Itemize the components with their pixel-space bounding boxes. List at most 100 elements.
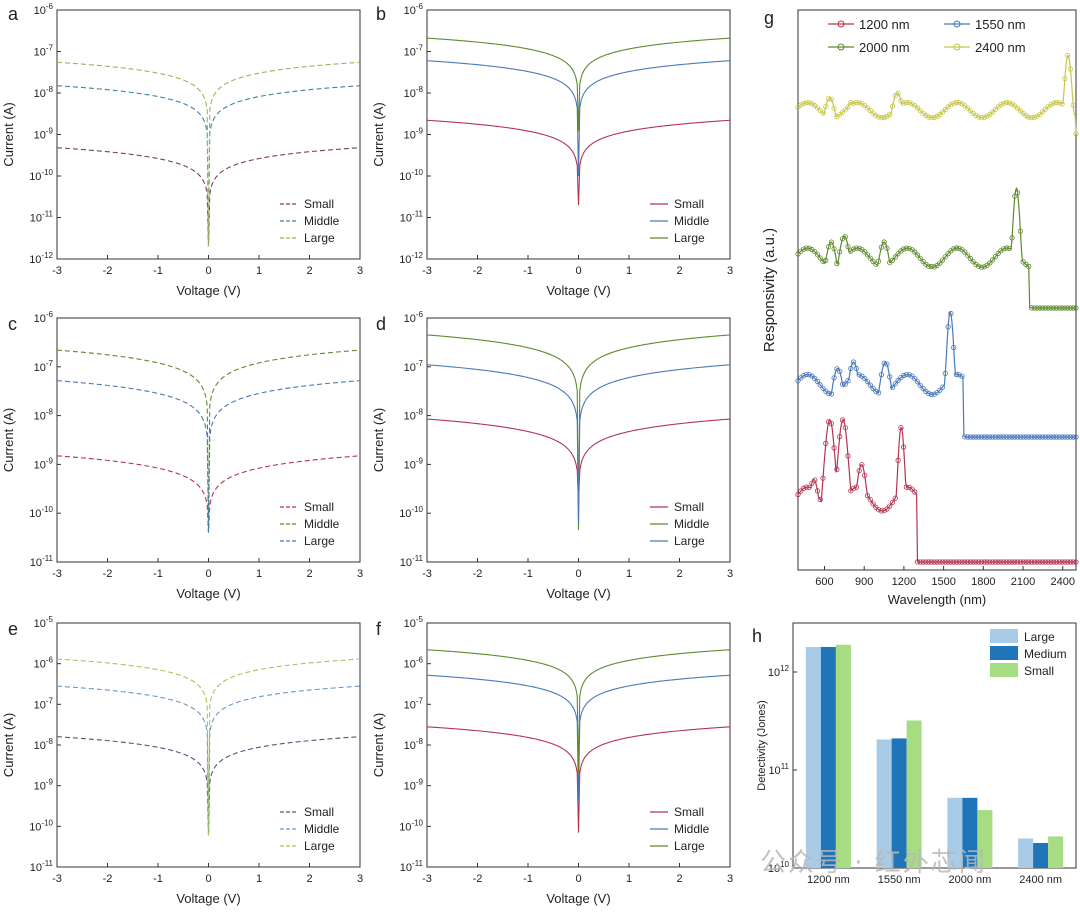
- x-tick-label: -2: [473, 265, 483, 277]
- curve-marker: [1042, 559, 1049, 565]
- curve-1200-nm: [797, 418, 1076, 563]
- x-tick-label: -3: [422, 265, 432, 277]
- x-tick-label: 0: [575, 873, 581, 885]
- curve-marker: [892, 495, 898, 501]
- curve-marker: [1059, 559, 1065, 565]
- legend-label: Large: [304, 231, 335, 245]
- x-tick-label: -3: [52, 873, 62, 885]
- curve-marker: [937, 387, 943, 393]
- curve-marker: [959, 373, 965, 379]
- curve-marker: [934, 559, 940, 565]
- curve-marker: [817, 107, 823, 114]
- curve-marker: [928, 559, 935, 565]
- curve-marker: [978, 559, 985, 565]
- curve-marker: [1067, 434, 1074, 440]
- legend-label: Medium: [1024, 647, 1067, 661]
- curve-marker: [1014, 434, 1021, 440]
- legend-label: Middle: [674, 822, 710, 836]
- curve-marker: [1051, 100, 1057, 106]
- curve-marker: [973, 434, 979, 440]
- y-tick-label: 10-9: [34, 456, 54, 471]
- curve-marker: [1045, 559, 1051, 565]
- legend-label: Large: [304, 534, 335, 548]
- curve-marker: [942, 106, 948, 113]
- curve-marker: [842, 425, 848, 431]
- curve-marker: [917, 255, 923, 261]
- curve-marker: [842, 234, 848, 240]
- x-tick-label: 0: [205, 568, 211, 580]
- watermark-text: 公众号 · 红外芯闻: [760, 848, 987, 878]
- curve-marker: [1053, 434, 1060, 440]
- x-axis-label: Voltage (V): [546, 891, 610, 906]
- panel-b: b -3 -2 -1 0 1 2 3 10-12 10-11 10-10 10-9 10-8 10-7 10…: [371, 2, 733, 298]
- panel-letter-b: b: [376, 4, 386, 24]
- curve-marker: [812, 477, 818, 483]
- curve-marker: [1070, 434, 1076, 440]
- curve-marker: [998, 102, 1004, 108]
- curve-marker: [842, 107, 848, 113]
- legend-label: Large: [674, 231, 705, 245]
- panel-letter-c: c: [8, 314, 17, 334]
- curve-marker: [803, 371, 809, 378]
- curve-marker: [1053, 559, 1060, 565]
- curve-marker: [831, 105, 837, 111]
- curve-marker: [853, 484, 860, 490]
- y-tick-label: 10-10: [29, 505, 53, 520]
- curve-marker: [984, 559, 990, 565]
- curve-marker: [1026, 434, 1032, 440]
- curve-marker: [1040, 559, 1046, 565]
- curve-marker: [1017, 434, 1024, 440]
- panel-d: d -3 -2 -1 0 1 2 3 10-11 10-10 10-9 10-8 10-7 10-6 Vol…: [371, 310, 733, 601]
- curve-marker: [856, 468, 862, 474]
- x-tick-label: 1: [256, 568, 262, 580]
- curve-marker: [981, 264, 987, 270]
- bar-large: [805, 646, 821, 868]
- curve-marker: [903, 484, 910, 490]
- curve-marker: [920, 385, 926, 392]
- curve-marker: [887, 374, 893, 380]
- y-tick-label: 10-10: [399, 168, 423, 183]
- x-tick-label: 1: [626, 265, 632, 277]
- curve-marker: [837, 249, 843, 255]
- curve-marker: [800, 100, 807, 107]
- x-tick-label: 600: [815, 576, 833, 588]
- curve-marker: [981, 114, 987, 121]
- panel-letter-d: d: [376, 314, 386, 334]
- curve-marker: [900, 372, 907, 379]
- legend-label: Small: [1024, 664, 1054, 678]
- curve-marker: [887, 503, 893, 509]
- y-tick-label: 10-11: [400, 210, 424, 225]
- curve-marker: [923, 112, 929, 119]
- curve-marker: [956, 559, 962, 565]
- curve-marker: [867, 255, 873, 261]
- legend-label: Small: [674, 197, 704, 211]
- curve-marker: [1051, 305, 1057, 311]
- curve-marker: [837, 433, 843, 440]
- x-tick-label: -1: [153, 568, 163, 580]
- curve-marker: [1042, 305, 1049, 311]
- curve-marker: [942, 254, 948, 260]
- y-tick-label: 10-6: [34, 656, 54, 671]
- y-tick-label: 10-12: [399, 251, 423, 266]
- curve-large: [56, 658, 361, 836]
- curve-marker: [1062, 559, 1068, 565]
- curve-marker: [1023, 434, 1029, 440]
- panel-c: c -3 -2 -1 0 1 2 3 10-11 10-10 10-9 10-8 10-7 10-6 Vol…: [1, 310, 363, 601]
- curve-1550-nm: [797, 310, 1076, 438]
- curve-marker: [967, 255, 974, 262]
- curve-marker: [962, 559, 968, 565]
- curve-marker: [967, 559, 974, 565]
- y-tick-label: 10-10: [399, 818, 423, 833]
- curve-marker: [906, 484, 912, 490]
- y-tick-label: 1012: [768, 664, 790, 679]
- curve-marker: [895, 90, 901, 97]
- curve-marker: [850, 359, 857, 365]
- curve-marker: [1026, 114, 1032, 120]
- curve-marker: [920, 559, 926, 565]
- curve-marker: [820, 475, 826, 481]
- curve-marker: [962, 434, 968, 440]
- bar-large: [1018, 838, 1034, 868]
- curve-marker: [1070, 559, 1076, 565]
- curve-marker: [809, 480, 815, 486]
